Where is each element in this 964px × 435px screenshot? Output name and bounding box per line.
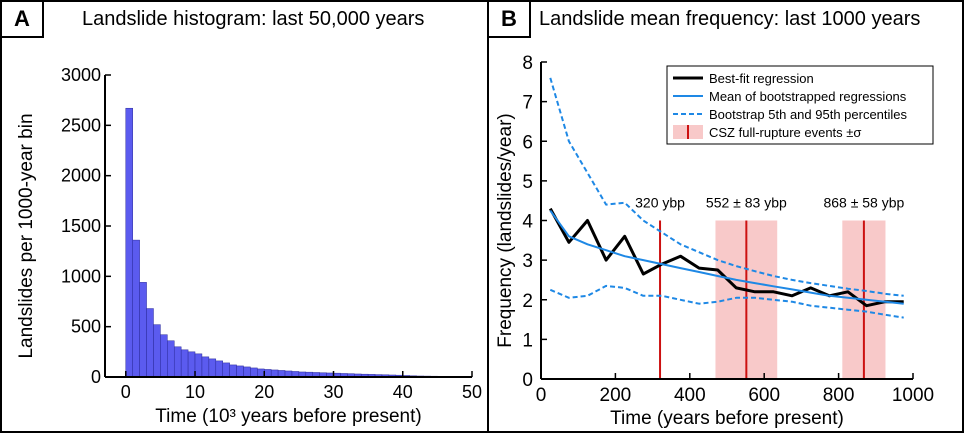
x-axis-label: Time (10³ years before present) (155, 406, 421, 427)
histogram-bar (153, 324, 161, 378)
x-tick-label: 200 (600, 385, 632, 406)
histogram-bar (215, 360, 223, 378)
panel-b-title: Landslide mean frequency: last 1000 year… (539, 8, 921, 30)
legend-entry: Best-fit regression (709, 71, 814, 86)
y-tick-label: 2000 (61, 166, 101, 186)
histogram-bar (236, 365, 244, 378)
histogram-bar (229, 364, 237, 378)
legend-box (666, 65, 934, 145)
y-tick-label: 2500 (61, 115, 101, 135)
legend-entry: Bootstrap 5th and 95th percentiles (709, 107, 908, 122)
histogram-bar (173, 346, 182, 378)
y-tick-label: 1 (522, 330, 533, 351)
histogram-bar (201, 356, 210, 378)
x-tick-label: 0 (121, 382, 131, 402)
histogram-bar (243, 366, 251, 378)
y-tick-label: 6 (522, 132, 533, 153)
legend-entry: Mean of bootstrapped regressions (709, 89, 907, 104)
panel-b: B Landslide mean frequency: last 1000 ye… (487, 0, 964, 433)
histogram-bar (146, 308, 154, 378)
legend-entry: CSZ full-rupture events ±σ (709, 125, 861, 140)
event-label: 868 ± 58 ybp (823, 195, 904, 211)
x-tick-label: 1000 (892, 385, 934, 406)
x-tick-label: 400 (674, 385, 706, 406)
histogram-bar (194, 353, 203, 378)
event-label: 552 ± 83 ybp (706, 195, 787, 211)
histogram-bar (264, 369, 272, 378)
histogram-bar (257, 368, 265, 378)
y-tick-label: 4 (522, 212, 533, 233)
histogram-chart: 0 500 1000 1500 2000 2500 3000 0 10 20 30 40 50 Time … (16, 65, 482, 427)
x-tick-label: 20 (254, 382, 274, 402)
y-tick-label: 1500 (61, 216, 101, 236)
y-tick-label: 500 (71, 317, 101, 337)
panel-a-label: A (2, 2, 44, 38)
x-tick-label: 50 (462, 382, 482, 402)
panel-a: A Landslide histogram: last 50,000 years… (0, 0, 489, 433)
histogram-bar (125, 107, 133, 378)
histogram-bar (132, 239, 140, 378)
x-tick-label: 30 (323, 382, 343, 402)
frequency-chart: 320 ybp 552 ± 83 ybp 868 ± 58 ybp 0 1 2 3 4 5 6 7 8… (495, 53, 934, 429)
x-tick-label: 10 (185, 382, 205, 402)
y-tick-label: 8 (522, 53, 533, 74)
histogram-bar (222, 362, 230, 378)
y-tick-label: 1000 (61, 266, 101, 286)
panel-b-label: B (489, 2, 531, 38)
histogram-bar (180, 349, 189, 378)
series-line-1 (549, 210, 904, 305)
panel-a-title: Landslide histogram: last 50,000 years (82, 8, 425, 30)
x-axis-label: Time (years before present) (610, 408, 844, 429)
y-tick-label: 3 (522, 251, 533, 272)
histogram-bar (270, 369, 279, 378)
y-tick-label: 0 (522, 370, 533, 391)
y-tick-label: 2 (522, 291, 533, 312)
x-tick-label: 0 (536, 385, 547, 406)
histogram-bar (160, 334, 168, 378)
x-tick-label: 600 (748, 385, 780, 406)
y-axis-label: Landslides per 1000-year bin (16, 113, 37, 358)
y-tick-label: 5 (522, 172, 533, 193)
histogram-bar (187, 351, 196, 378)
histogram-bar (167, 340, 175, 378)
histogram-bar (208, 358, 217, 378)
histogram-bar (139, 282, 147, 378)
y-axis-label: Frequency (landslides/year) (495, 113, 516, 347)
x-tick-label: 40 (393, 382, 413, 402)
y-tick-label: 3000 (61, 65, 101, 85)
y-tick-label: 0 (91, 367, 101, 387)
histogram-bar (250, 367, 258, 378)
y-tick-label: 7 (522, 93, 533, 114)
x-tick-label: 800 (823, 385, 855, 406)
event-label: 320 ybp (635, 195, 685, 211)
